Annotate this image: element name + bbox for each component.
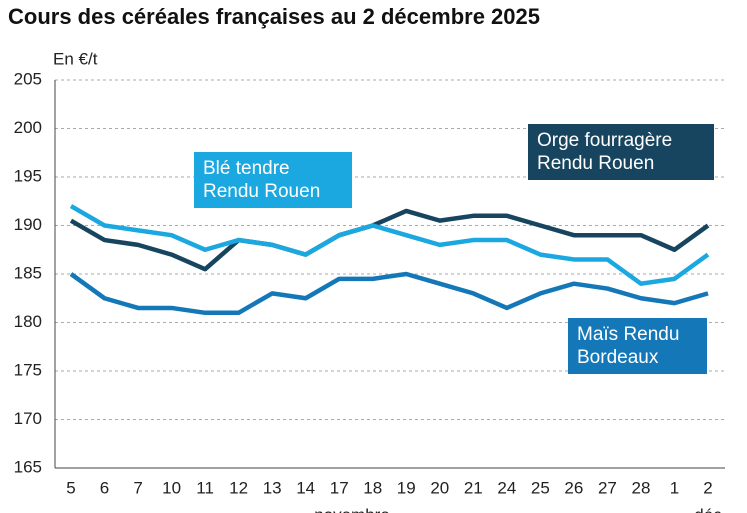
y-tick-label: 205 <box>14 69 42 88</box>
month-label: déc <box>694 505 722 513</box>
y-tick-label: 200 <box>14 118 42 137</box>
x-tick-label: 13 <box>263 478 282 497</box>
series-label: Maïs Rendu Bordeaux <box>568 318 707 374</box>
series-line <box>69 271 709 316</box>
x-tick-label: 19 <box>397 478 416 497</box>
x-tick-label: 27 <box>598 478 617 497</box>
series-label: Orge fourragère Rendu Rouen <box>528 124 714 180</box>
y-tick-label: 175 <box>14 360 42 379</box>
x-tick-label: 12 <box>229 478 248 497</box>
series-line <box>69 208 710 272</box>
x-tick-label: 11 <box>196 478 214 497</box>
x-tick-label: 25 <box>531 478 550 497</box>
x-tick-label: 2 <box>703 478 712 497</box>
x-tick-label: 7 <box>133 478 142 497</box>
x-tick-label: 20 <box>430 478 449 497</box>
y-tick-label: 170 <box>14 409 42 428</box>
x-tick-label: 18 <box>363 478 382 497</box>
chart-title: Cours des céréales françaises au 2 décem… <box>8 4 540 29</box>
y-axis-label: En €/t <box>53 49 98 68</box>
series-label: Blé tendre Rendu Rouen <box>194 152 352 208</box>
x-tick-label: 21 <box>464 478 483 497</box>
y-tick-label: 195 <box>14 166 42 185</box>
x-tick-label: 26 <box>564 478 583 497</box>
x-tick-label: 6 <box>100 478 109 497</box>
x-tick-label: 17 <box>330 478 349 497</box>
x-tick-label: 5 <box>66 478 75 497</box>
series-line <box>69 204 710 286</box>
x-tick-label: 28 <box>631 478 650 497</box>
x-tick-label: 1 <box>670 478 679 497</box>
y-tick-label: 165 <box>14 457 42 476</box>
y-tick-label: 180 <box>14 312 42 331</box>
x-tick-label: 14 <box>296 478 315 497</box>
x-tick-label: 24 <box>497 478 516 497</box>
month-label: novembre <box>314 505 390 513</box>
x-tick-label: 10 <box>162 478 181 497</box>
y-tick-label: 185 <box>14 263 42 282</box>
y-tick-label: 190 <box>14 215 42 234</box>
